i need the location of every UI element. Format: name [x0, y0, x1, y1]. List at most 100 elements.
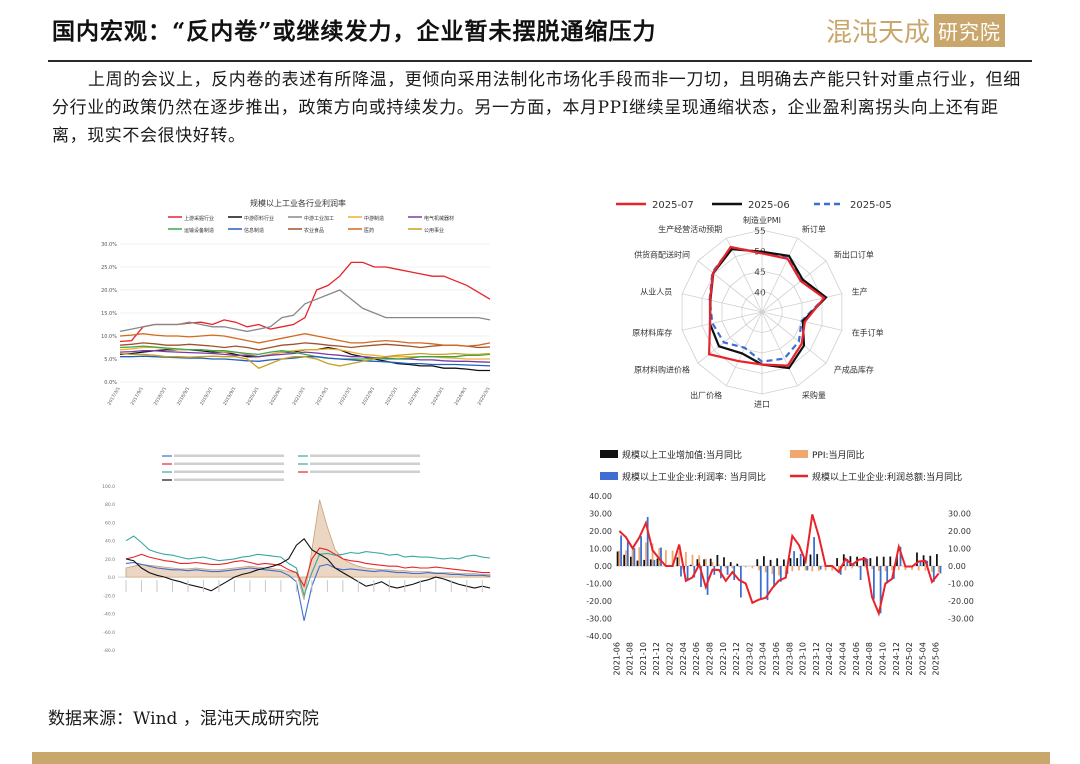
radar-spoke [761, 260, 827, 313]
bar [899, 546, 902, 567]
x-tick-label: 2021-12 [652, 642, 661, 675]
bar [716, 555, 719, 566]
x-tick-label: 2024-10 [878, 642, 887, 675]
radar-series [707, 245, 826, 367]
bar [916, 552, 918, 566]
y-tick-label: 20.0 [105, 557, 115, 563]
legend-label: 2025-07 [652, 200, 694, 211]
x-tick-label-placeholder [249, 580, 251, 593]
bar [931, 566, 933, 572]
bar [798, 566, 800, 571]
x-tick-label-placeholder [202, 580, 204, 593]
x-tick-label: 2024-12 [892, 642, 901, 675]
bar [778, 566, 780, 576]
bar [636, 560, 639, 566]
x-tick-label: 2022-10 [719, 642, 728, 675]
radar-spoke [726, 311, 763, 387]
bar [678, 551, 681, 566]
radar-series [708, 248, 828, 370]
bar [665, 550, 667, 566]
bar [766, 566, 769, 601]
x-tick-label: 2022-12 [732, 642, 741, 675]
y-tick-label: 0.0% [104, 380, 117, 386]
series-line [120, 355, 491, 367]
x-tick-label-placeholder [311, 580, 313, 593]
bar [873, 566, 875, 600]
footer-bar [32, 752, 1050, 764]
chart-pmi-radar: 2025-07 2025-06 2025-05 40 45 50 55 制造业PMI 新订单 新出… [600, 190, 920, 420]
bar [816, 554, 819, 566]
radar-axis-label: 制造业PMI [743, 215, 781, 225]
series-line [125, 561, 491, 621]
bar [773, 566, 775, 587]
series-line [119, 342, 491, 351]
bar [889, 556, 892, 566]
bar [656, 558, 659, 566]
x-tick-label-placeholder [450, 580, 452, 593]
bar [653, 559, 656, 566]
radar-axis-label: 新出口订单 [834, 250, 874, 260]
bar [736, 563, 739, 566]
legend-label: 信息制造 [244, 227, 264, 234]
bar [789, 558, 792, 566]
x-tick-label-placeholder [373, 580, 375, 593]
bar [806, 566, 809, 571]
bar [869, 558, 872, 566]
bar [809, 554, 812, 566]
bar [616, 551, 619, 566]
bar [751, 566, 754, 569]
legend-text-placeholder [174, 462, 284, 465]
x-tick-label: 2024-02 [825, 642, 834, 675]
legend-label: 电气机械器材 [424, 215, 454, 222]
y-tick-label-left: 0.00 [594, 562, 612, 571]
page-title: 国内宏观：“反内卷”或继续发力，企业暂未摆脱通缩压力 [52, 18, 657, 45]
radar-axis-label: 原材料购进价格 [634, 364, 690, 374]
bar [866, 558, 869, 566]
radar-ring-label: 40 [754, 289, 766, 299]
bar [803, 558, 805, 566]
x-tick-label: 2020/9/1 [268, 386, 283, 407]
bar [689, 564, 692, 566]
y-tick-label-left: -20.00 [586, 597, 612, 606]
x-tick-label: 2022/3/1 [338, 386, 353, 407]
bar [638, 547, 641, 566]
bar [857, 566, 860, 568]
x-tick-label-placeholder [218, 580, 220, 593]
logo-box-text: 研究院 [934, 13, 1006, 47]
series-line [618, 514, 940, 617]
x-tick-label: 2021-06 [612, 642, 621, 675]
x-tick-label: 2023-06 [772, 642, 781, 675]
y-tick-label-right: -20.00 [948, 597, 974, 606]
y-tick-label-right: 0.00 [948, 562, 966, 571]
radar-axis-label: 生产 [852, 287, 868, 297]
bar [649, 559, 652, 566]
x-tick-label: 2024-04 [839, 642, 848, 675]
series-line [125, 535, 491, 598]
radar-spoke [761, 311, 827, 364]
legend-label: 中游工业加工 [304, 215, 334, 222]
header: 国内宏观：“反内卷”或继续发力，企业暂未摆脱通缩压力 混沌天成 研究院 [0, 0, 1080, 58]
bar [849, 556, 852, 566]
x-tick-label: 2019/9/1 [222, 386, 237, 407]
series-line [125, 547, 490, 588]
bar [620, 535, 622, 566]
bar [764, 566, 767, 573]
chart-industry-profit: 规模以上工业各行业利润率 上游采掘行业 中游原料行业 中游工业加工 中游制造 电气机械器材… [98, 186, 498, 418]
radar-spoke [761, 311, 798, 387]
x-tick-label: 2024/3/1 [430, 386, 445, 407]
bar [904, 566, 907, 570]
bar [862, 557, 865, 566]
x-tick-label: 2023-12 [812, 642, 821, 675]
y-tick-label-left: -10.00 [586, 580, 612, 589]
bar [929, 555, 932, 566]
bar [779, 566, 782, 582]
bar [859, 566, 862, 580]
radar-axis-label: 新订单 [802, 224, 826, 234]
bar [897, 566, 900, 570]
x-tick-label: 2021-08 [626, 642, 635, 675]
legend-label: 上游采掘行业 [184, 215, 214, 222]
y-tick-label: 20.0% [101, 288, 117, 294]
bar [919, 561, 922, 566]
bar [939, 566, 942, 574]
